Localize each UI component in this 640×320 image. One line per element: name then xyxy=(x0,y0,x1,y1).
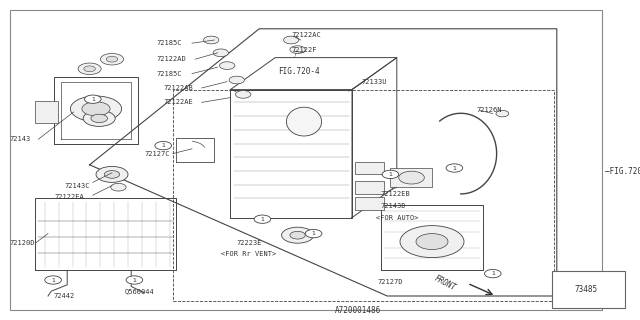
Circle shape xyxy=(155,141,172,150)
Circle shape xyxy=(91,114,108,123)
Text: 1: 1 xyxy=(491,271,495,276)
Circle shape xyxy=(104,171,120,178)
Circle shape xyxy=(45,276,61,284)
Circle shape xyxy=(111,183,126,191)
Text: <FOR Rr VENT>: <FOR Rr VENT> xyxy=(221,252,276,257)
Text: 72223E: 72223E xyxy=(237,240,262,246)
Circle shape xyxy=(70,96,122,122)
Text: A720001486: A720001486 xyxy=(335,306,381,315)
Text: 73485: 73485 xyxy=(575,285,598,294)
Text: Q560044: Q560044 xyxy=(125,288,154,294)
Text: 1: 1 xyxy=(560,287,564,292)
Text: 72127C: 72127C xyxy=(144,151,170,156)
Circle shape xyxy=(496,110,509,117)
Circle shape xyxy=(290,231,305,239)
Circle shape xyxy=(399,171,424,184)
Circle shape xyxy=(284,36,299,44)
Circle shape xyxy=(78,63,101,75)
Circle shape xyxy=(204,36,219,44)
Circle shape xyxy=(554,285,570,294)
Text: —FIG.720-1: —FIG.720-1 xyxy=(605,167,640,176)
Text: 72122AE: 72122AE xyxy=(163,100,193,105)
Circle shape xyxy=(83,110,115,126)
Text: 1: 1 xyxy=(51,277,55,283)
Text: 72143: 72143 xyxy=(10,136,31,142)
Bar xyxy=(355,162,384,174)
Text: 1: 1 xyxy=(388,172,392,177)
Text: 72122AC: 72122AC xyxy=(291,32,321,38)
Text: 72120D: 72120D xyxy=(10,240,35,246)
Text: 72126N: 72126N xyxy=(477,108,502,113)
Circle shape xyxy=(82,102,110,116)
Circle shape xyxy=(213,49,228,57)
Circle shape xyxy=(416,234,448,250)
Text: 72185C: 72185C xyxy=(157,71,182,76)
Text: 72127D: 72127D xyxy=(378,279,403,284)
Text: <FOR AUTO>: <FOR AUTO> xyxy=(376,215,419,220)
Bar xyxy=(390,168,432,187)
Circle shape xyxy=(290,46,305,53)
Text: 1: 1 xyxy=(260,217,264,222)
Text: 72122F: 72122F xyxy=(291,47,317,52)
Circle shape xyxy=(126,276,143,284)
Text: 72143D: 72143D xyxy=(381,204,406,209)
Circle shape xyxy=(84,66,95,72)
Circle shape xyxy=(400,226,464,258)
Circle shape xyxy=(220,62,235,69)
Text: 1: 1 xyxy=(91,97,95,102)
Text: 72185C: 72185C xyxy=(157,40,182,46)
Text: 72442: 72442 xyxy=(53,293,74,299)
Circle shape xyxy=(100,53,124,65)
Text: 72143C: 72143C xyxy=(64,183,90,188)
Text: 1: 1 xyxy=(161,143,165,148)
Text: 72122EB: 72122EB xyxy=(381,191,410,196)
Bar xyxy=(173,90,554,301)
Circle shape xyxy=(484,269,501,278)
Text: 1: 1 xyxy=(312,231,316,236)
Circle shape xyxy=(84,95,101,103)
Text: 72122AD: 72122AD xyxy=(157,56,186,62)
Circle shape xyxy=(446,164,463,172)
Bar xyxy=(35,101,58,123)
Text: 1: 1 xyxy=(452,165,456,171)
Circle shape xyxy=(106,56,118,62)
Circle shape xyxy=(254,215,271,223)
Circle shape xyxy=(382,170,399,179)
Bar xyxy=(355,181,384,194)
Bar xyxy=(552,271,625,308)
Circle shape xyxy=(229,76,244,84)
Text: 72122EA: 72122EA xyxy=(54,194,84,200)
Text: FIG.720-4: FIG.720-4 xyxy=(278,68,320,76)
Circle shape xyxy=(236,91,251,98)
Text: 1: 1 xyxy=(132,277,136,283)
Text: 72133U: 72133U xyxy=(362,79,387,84)
Circle shape xyxy=(282,227,314,243)
Bar xyxy=(355,197,384,210)
Circle shape xyxy=(47,277,60,283)
Circle shape xyxy=(96,166,128,182)
Circle shape xyxy=(305,229,322,238)
Ellipse shape xyxy=(287,107,322,136)
Text: FRONT: FRONT xyxy=(433,274,457,292)
Text: 72122AB: 72122AB xyxy=(163,85,193,91)
